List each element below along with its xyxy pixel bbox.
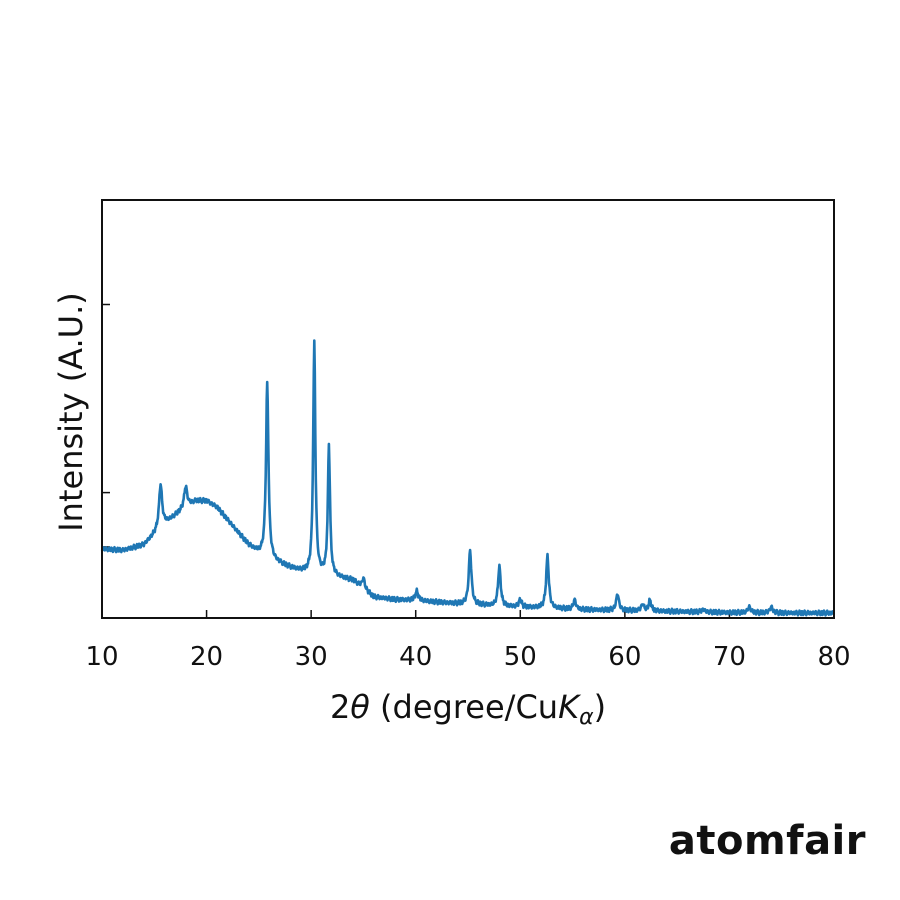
x-axis-title: 2θ (degree/CuKα) (330, 688, 606, 730)
x-axis-title-suffix: ) (594, 688, 606, 726)
x-axis-title-prefix: 2 (330, 688, 350, 726)
x-axis-title-theta: θ (350, 688, 370, 726)
atomfair-logo: atomfair (668, 818, 866, 864)
plot-frame (101, 199, 835, 619)
y-axis-title: Intensity (A.U.) (52, 292, 90, 532)
x-tick-label-40: 40 (399, 642, 432, 672)
x-tick-label-80: 80 (817, 642, 850, 672)
x-tick-label-10: 10 (85, 642, 118, 672)
x-axis-title-alpha: α (579, 705, 594, 730)
x-tick-label-60: 60 (608, 642, 641, 672)
x-tick-label-20: 20 (190, 642, 223, 672)
x-axis-title-main: (degree/Cu (370, 688, 558, 726)
x-tick-label-50: 50 (504, 642, 537, 672)
x-axis-title-k: K (558, 688, 582, 726)
x-tick-labels: 10 20 30 40 50 60 70 80 (85, 642, 850, 672)
x-tick-label-30: 30 (295, 642, 328, 672)
xrd-pattern-line (100, 339, 836, 617)
x-tick-label-70: 70 (713, 642, 746, 672)
